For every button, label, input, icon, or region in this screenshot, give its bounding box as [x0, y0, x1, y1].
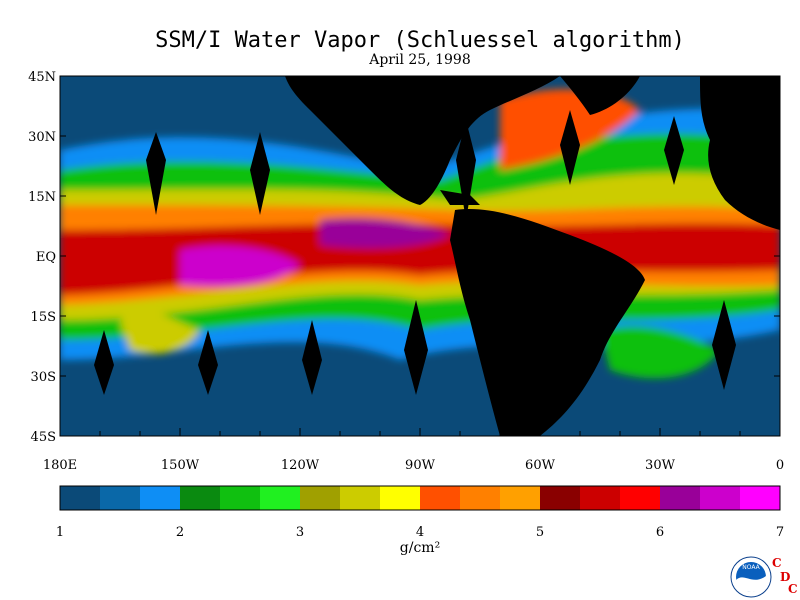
colorbar: 1 2 3 4 5 6 7 — [56, 485, 784, 540]
colorbar-swatch — [220, 486, 261, 510]
lat-label: 30S — [31, 370, 56, 385]
colorbar-swatch — [100, 486, 141, 510]
lon-label: 90W — [405, 458, 436, 473]
lon-label: 120W — [281, 458, 320, 473]
landmasses — [285, 76, 780, 436]
colorbar-swatch — [300, 486, 341, 510]
lat-label: 45S — [31, 430, 56, 445]
colorbar-swatch — [620, 486, 661, 510]
lat-label: 30N — [28, 130, 56, 145]
lat-label: 15N — [28, 190, 56, 205]
colorbar-tick-label: 3 — [296, 525, 304, 540]
colorbar-tick-label: 4 — [416, 525, 424, 540]
colorbar-swatch — [740, 486, 781, 510]
colorbar-swatch — [540, 486, 581, 510]
cdc-letter: C — [788, 582, 798, 596]
colorbar-swatch — [420, 486, 461, 510]
colorbar-tick-label: 6 — [656, 525, 664, 540]
lat-label: EQ — [36, 250, 56, 265]
colorbar-tick-label: 2 — [176, 525, 184, 540]
lat-label: 15S — [31, 310, 56, 325]
longitude-axis: 180E 150W 120W 90W 60W 30W 0 — [43, 428, 784, 473]
latitude-axis: 45N 30N 15N EQ 15S 30S 45S — [28, 70, 780, 445]
colorbar-tick-label: 5 — [536, 525, 544, 540]
missing-swath-gaps — [94, 110, 736, 395]
lon-label: 30W — [645, 458, 676, 473]
colorbar-swatch — [500, 486, 541, 510]
map-title: SSM/I Water Vapor (Schluessel algorithm) — [155, 28, 685, 53]
colorbar-swatch — [340, 486, 381, 510]
cdc-letter: C — [772, 556, 782, 570]
colorbar-swatch — [380, 486, 421, 510]
colorbar-frame — [59, 485, 781, 511]
colorbar-unit: g/cm² — [399, 540, 441, 556]
colorbar-swatch — [460, 486, 501, 510]
cdc-logo: C D C — [770, 556, 800, 600]
lon-label: 0 — [776, 458, 784, 473]
colorbar-swatch — [580, 486, 621, 510]
lon-label: 150W — [161, 458, 200, 473]
colorbar-swatch — [180, 486, 221, 510]
colorbar-swatch — [260, 486, 301, 510]
colorbar-swatch — [140, 486, 181, 510]
colorbar-swatch — [660, 486, 701, 510]
noaa-logo: NOAA — [730, 556, 772, 598]
map-field — [60, 76, 780, 436]
colorbar-tick-label: 7 — [776, 525, 784, 540]
colorbar-swatch — [700, 486, 741, 510]
lon-label: 60W — [525, 458, 556, 473]
lat-label: 45N — [28, 70, 56, 85]
map-date: April 25, 1998 — [369, 52, 471, 68]
noaa-logo-text: NOAA — [742, 564, 760, 571]
colorbar-tick-label: 1 — [56, 525, 64, 540]
lon-label: 180E — [43, 458, 77, 473]
cdc-letter: D — [780, 570, 791, 584]
colorbar-swatch — [60, 486, 101, 510]
